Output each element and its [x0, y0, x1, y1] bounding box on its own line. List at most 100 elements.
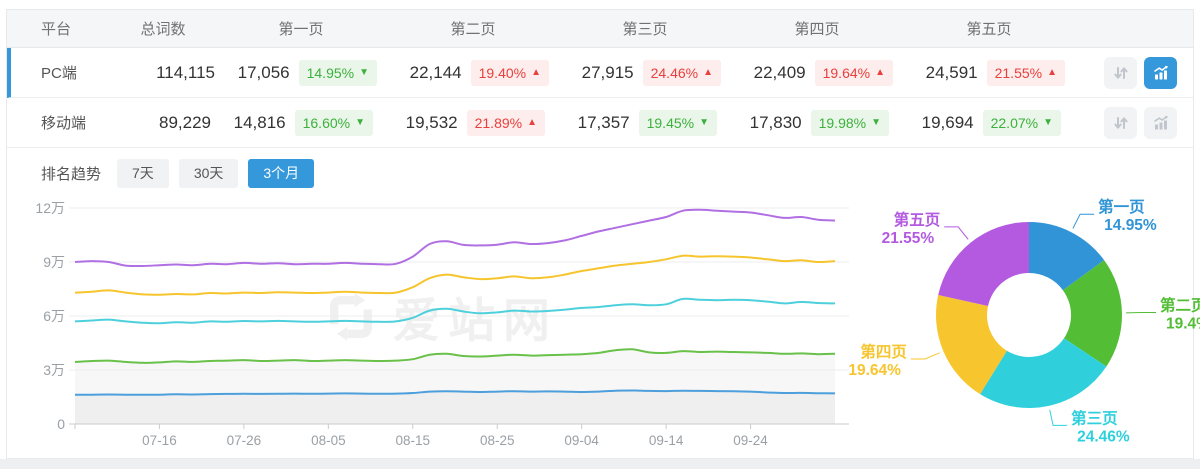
up-triangle-icon: ▲	[703, 66, 713, 78]
table-header: 平台 总词数 第一页 第二页 第三页 第四页 第五页	[7, 10, 1193, 48]
donut-label: 第五页	[894, 210, 941, 229]
svg-text:9万: 9万	[43, 254, 65, 270]
down-triangle-icon: ▼	[359, 66, 369, 78]
col-page-5: 第五页	[966, 21, 1012, 38]
change-badge: 21.55% ▲	[986, 59, 1065, 86]
page3-cell: 17,357 19.45% ▼	[559, 109, 731, 136]
col-total: 总词数	[140, 21, 186, 38]
down-triangle-icon: ▼	[871, 116, 881, 128]
donut-percent: 21.55%	[882, 230, 935, 247]
table-row-pc[interactable]: PC端 114,115 17,056 14.95% ▼ 22,144 19.40% ▲ …	[7, 48, 1193, 98]
change-badge: 16.60% ▼	[294, 109, 373, 136]
svg-text:07-16: 07-16	[142, 433, 177, 448]
change-badge: 22.07% ▼	[982, 109, 1061, 136]
svg-text:09-14: 09-14	[649, 433, 684, 448]
donut-percent: 19.64%	[848, 362, 901, 379]
donut-label: 第一页	[1098, 197, 1145, 216]
donut-percent: 19.4%	[1166, 316, 1200, 333]
donut-segment-第四页[interactable]	[936, 295, 1007, 395]
charts-area: 爱站网 07-16 07-26 08-05 08-15 08-25 09-04 09-14 0…	[7, 188, 1200, 460]
donut-segment-第一页[interactable]	[1029, 222, 1105, 291]
page2-cell: 19,532 21.89% ▲	[387, 109, 559, 136]
trend-chart-button[interactable]	[1144, 106, 1177, 139]
total-words: 89,229	[159, 112, 211, 132]
down-triangle-icon: ▼	[355, 116, 365, 128]
range-30d-button[interactable]: 30天	[178, 158, 239, 188]
col-page-2: 第二页	[450, 21, 496, 38]
rank-trend-line-chart: 07-16 07-26 08-05 08-15 08-25 09-04 09-14 09-24…	[35, 200, 849, 448]
svg-text:09-04: 09-04	[564, 433, 599, 448]
page4-cell: 22,409 19.64% ▲	[735, 59, 907, 86]
svg-text:08-05: 08-05	[311, 433, 346, 448]
svg-text:08-25: 08-25	[480, 433, 515, 448]
down-triangle-icon: ▼	[1043, 116, 1053, 128]
svg-text:3万: 3万	[43, 362, 65, 378]
change-badge: 24.46% ▲	[642, 59, 721, 86]
col-platform: 平台	[41, 21, 72, 38]
platform-label: 移动端	[41, 115, 87, 132]
page1-cell: 17,056 14.95% ▼	[219, 59, 391, 86]
page5-cell: 24,591 21.55% ▲	[907, 59, 1079, 86]
change-badge: 19.64% ▲	[814, 59, 893, 86]
page3-cell: 27,915 24.46% ▲	[563, 59, 735, 86]
page2-cell: 22,144 19.40% ▲	[391, 59, 563, 86]
range-3m-button[interactable]: 3个月	[248, 158, 315, 188]
page-count: 27,915	[581, 62, 634, 82]
svg-text:07-26: 07-26	[227, 433, 262, 448]
svg-text:08-15: 08-15	[396, 433, 431, 448]
sort-arrows-icon	[1113, 116, 1128, 129]
change-badge: 19.40% ▲	[470, 59, 549, 86]
down-triangle-icon: ▼	[699, 116, 709, 128]
bar-line-chart-icon	[1153, 65, 1168, 79]
change-badge: 14.95% ▼	[298, 59, 377, 86]
page-count: 19,694	[921, 112, 974, 132]
change-badge: 19.98% ▼	[810, 109, 889, 136]
page-count: 24,591	[925, 62, 978, 82]
page-count: 22,409	[753, 62, 806, 82]
svg-text:09-24: 09-24	[733, 433, 768, 448]
table-row-mobile[interactable]: 移动端 89,229 14,816 16.60% ▼ 19,532 21.89% ▲ 1…	[7, 98, 1193, 148]
page4-cell: 17,830 19.98% ▼	[731, 109, 903, 136]
trend-section-title: 排名趋势	[41, 165, 102, 183]
donut-label: 第三页	[1071, 408, 1118, 427]
page-count: 19,532	[405, 112, 458, 132]
sort-arrows-icon	[1113, 66, 1128, 79]
up-triangle-icon: ▲	[875, 66, 885, 78]
col-page-1: 第一页	[278, 21, 324, 38]
platform-label: PC端	[41, 65, 77, 82]
trend-chart-button[interactable]	[1144, 56, 1177, 89]
donut-percent: 24.46%	[1077, 428, 1130, 445]
page-count: 14,816	[233, 112, 286, 132]
page-count: 22,144	[409, 62, 462, 82]
svg-text:0: 0	[57, 416, 65, 432]
page-count: 17,357	[577, 112, 630, 132]
keyword-rank-card: 平台 总词数 第一页 第二页 第三页 第四页 第五页 PC端 114,115 1…	[6, 9, 1200, 460]
page1-cell: 14,816 16.60% ▼	[215, 109, 387, 136]
bar-line-chart-icon	[1153, 115, 1168, 129]
page5-cell: 19,694 22.07% ▼	[903, 109, 1075, 136]
donut-label: 第二页	[1160, 296, 1200, 315]
total-words: 114,115	[156, 62, 215, 82]
up-triangle-icon: ▲	[1047, 66, 1057, 78]
change-badge: 21.89% ▲	[466, 109, 545, 136]
donut-segment-第三页[interactable]	[980, 338, 1107, 408]
change-badge: 19.45% ▼	[638, 109, 717, 136]
sort-button[interactable]	[1104, 106, 1137, 139]
svg-text:12万: 12万	[35, 200, 65, 216]
svg-text:6万: 6万	[43, 308, 65, 324]
up-triangle-icon: ▲	[531, 66, 541, 78]
trend-controls: 排名趋势 7天 30天 3个月	[41, 158, 1193, 188]
page-count: 17,056	[237, 62, 290, 82]
donut-percent: 14.95%	[1104, 217, 1157, 234]
col-page-3: 第三页	[622, 21, 668, 38]
donut-segment-第二页[interactable]	[1062, 260, 1122, 367]
donut-segment-第五页[interactable]	[938, 222, 1029, 306]
donut-label: 第四页	[860, 342, 907, 361]
range-7d-button[interactable]: 7天	[117, 158, 169, 188]
sort-button[interactable]	[1104, 56, 1137, 89]
page-background-strip	[0, 459, 1200, 469]
up-triangle-icon: ▲	[527, 116, 537, 128]
page-count: 17,830	[749, 112, 802, 132]
col-page-4: 第四页	[794, 21, 840, 38]
